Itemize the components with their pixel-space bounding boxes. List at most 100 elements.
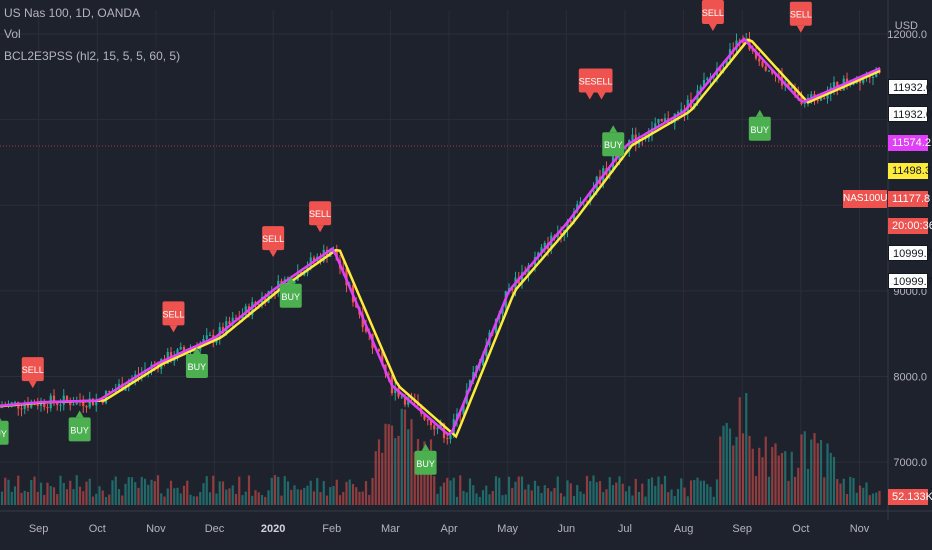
time-tick: Sep [732,523,752,535]
volume-bar [280,495,283,505]
price-label: 11932.0 [888,106,932,122]
time-tick: Feb [322,523,341,535]
fast-ma-line [0,37,881,437]
volume-bar [238,476,241,505]
volume-bar [654,485,657,505]
volume-bar [293,485,296,505]
volume-bar [426,460,429,505]
volume-bar [335,479,338,505]
volume-bar [683,487,686,505]
candle-body [826,93,829,99]
candle-body [758,58,761,62]
price-label: 20:00:36 [888,218,932,234]
volume-bar [452,477,455,505]
price-label: 10999.7 [888,245,932,261]
candle-body [182,347,186,352]
candle-body [426,419,429,421]
volume-bar [30,479,33,505]
candle-body [364,327,368,332]
signal-box [414,450,437,475]
candle-body [267,291,270,303]
volume-bar [189,494,192,505]
volume-bar [676,488,680,505]
volume-bar [202,483,205,505]
signal-pointer [75,410,84,418]
volume-bar [845,494,849,505]
signal-pointer [316,225,325,233]
volume-bar [806,468,810,505]
volume-bar [49,486,52,505]
volume-bar [69,480,72,505]
time-tick: Nov [850,523,870,535]
volume-bar [527,484,530,505]
volume-bar [842,478,845,505]
volume-bar [407,429,410,505]
volume-bar [696,477,699,505]
volume-indicator-label: Vol [4,27,21,41]
ma-lines [0,37,881,439]
volume-bar [514,481,517,505]
volume-bar [481,490,485,505]
candle-body [481,356,485,366]
candle-body [381,351,384,365]
indicator-label: BCL2E3PSS (hl2, 15, 5, 5, 60, 5) [4,49,181,63]
volume-bar [849,476,852,505]
sell-signal: SELL [262,226,284,258]
volume-bar [826,443,829,505]
volume-bar [855,492,858,505]
candle-body [72,404,75,406]
volume-bar [576,485,579,505]
volume-bar [218,481,221,505]
volume-bar [394,438,397,505]
volume-bar [192,496,195,505]
volume-bar [290,489,293,505]
volume-bar [475,493,478,505]
volume-bar [387,424,390,505]
volume-bar [725,422,728,505]
buy-signal: BUY [602,125,625,157]
candle-body [871,76,875,78]
signal-box [162,301,185,326]
volume-bar [267,490,270,505]
volume-bar [52,487,56,505]
signal-text: BUY [416,459,435,469]
volume-bar [602,492,605,505]
signal-text: BUY [604,140,623,150]
volume-bar [517,476,520,505]
volume-bar [153,481,156,505]
candle-body [764,66,767,71]
volume-bar [124,483,127,505]
volume-bar [797,467,800,505]
volume-bar [699,480,702,505]
candle-body [852,83,855,85]
buy-signal: BUY [279,276,302,308]
candle-body [377,348,381,352]
signal-box [185,353,208,378]
volume-bar [98,486,101,505]
volume-bar [169,480,173,505]
volume-bar [186,480,189,505]
volume-bar [117,489,121,505]
volume-bar [631,495,634,505]
candle-body [706,78,709,80]
volume-bar [114,476,117,505]
volume-bar [598,481,602,505]
volume-bar [862,487,865,505]
volume-bar [286,481,290,505]
volume-bar [439,486,442,505]
volume-bar [108,494,111,505]
candle-body [108,391,111,393]
volume-bar [745,392,748,505]
volume-bar [540,492,543,505]
candle-body [787,82,790,89]
candle-body [394,388,397,394]
volume-bar [836,479,839,505]
volume-bar [719,436,722,505]
candle-body [433,425,436,430]
volume-bar [449,480,452,505]
volume-bar [605,489,608,505]
signals: SELLBUYSELLBUYSELLBUYSELLBUYSELLBUYSELLS… [0,0,812,475]
volume-bar [433,476,436,505]
